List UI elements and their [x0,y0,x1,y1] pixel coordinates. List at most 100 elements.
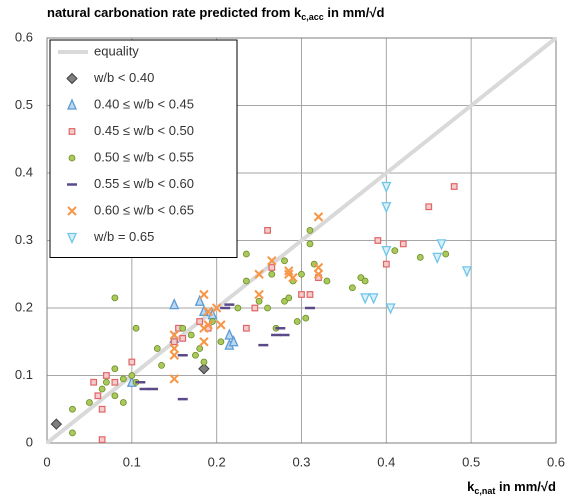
point [461,266,472,278]
point [267,256,277,266]
point [98,405,106,413]
point [285,294,293,302]
point [391,247,399,255]
point [374,237,382,244]
point [302,314,310,322]
point [216,320,226,330]
legend: equality w/b < 0.40 0.40 ≤ w/b < 0.45 0.45 … [49,39,238,258]
point [381,181,392,194]
point [368,293,379,305]
point [251,304,259,312]
legend-symbol [66,98,78,110]
point [203,306,213,317]
point [298,270,305,278]
point [196,318,204,325]
point [153,345,161,352]
legend-label: 0.40 ≤ w/b < 0.45 [94,96,194,111]
point [199,337,209,347]
point [203,320,213,330]
point [281,257,288,265]
point [111,392,119,400]
point [98,385,106,393]
point [313,269,324,279]
point [432,252,443,264]
point [242,250,250,258]
point [200,358,208,366]
legend-label: w/b = 0.65 [93,229,154,244]
chart-title: natural carbonation rate predicted from … [47,5,384,22]
point [381,245,392,258]
x-axis-label: kc,nat in mm/√d [467,479,556,496]
y-tick-label: 0.5 [15,97,33,112]
point [313,262,324,273]
point [69,429,76,437]
point [288,272,298,283]
point [228,335,239,347]
point [284,266,294,276]
point [119,399,127,406]
legend-label: w/b < 0.40 [93,70,154,85]
legend-symbol [66,72,78,85]
point [128,372,136,379]
legend-symbol [68,128,76,135]
x-tick-label: 0.4 [377,454,395,469]
point [224,328,235,340]
point [102,378,110,386]
y-tick-label: 0.2 [15,299,33,314]
point [323,277,331,285]
legend-label: 0.60 ≤ w/b < 0.65 [94,202,194,217]
point [199,289,209,300]
point [306,291,314,298]
xlabel-part: k [467,479,475,494]
point [416,253,424,261]
point [169,350,179,360]
point [119,375,127,383]
point [242,324,250,332]
point [169,343,179,354]
point [264,226,271,234]
point [268,270,276,278]
point [169,330,179,340]
plot-border [46,37,557,444]
point [170,338,178,346]
point [86,399,93,406]
legend-label: 0.55 ≤ w/b < 0.60 [94,176,194,191]
point [179,334,187,342]
legend-label: 0.45 ≤ w/b < 0.50 [94,123,194,138]
point [169,298,180,310]
title-part: natural carbonation rate predicted from … [47,5,302,20]
point [196,345,204,352]
title-subscript: c,acc [301,12,324,22]
point [94,392,102,400]
legend-box [49,39,238,258]
y-tick-label: 0 [26,434,33,449]
point [158,361,165,369]
point [128,358,136,366]
x-tick-label: 0.1 [123,454,141,469]
point [98,436,106,444]
x-tick-label: 0.6 [547,454,565,469]
point [234,304,242,312]
point [264,304,271,312]
y-tick-label: 0.4 [15,164,33,179]
point [132,324,140,332]
x-tick-label: 0.5 [462,454,480,469]
point [169,374,179,384]
point [111,365,119,373]
point [348,284,356,292]
point [436,239,447,251]
point [306,226,314,234]
legend-symbol [66,232,78,245]
point [102,372,110,379]
legend-symbol [67,206,77,216]
point [254,289,264,300]
x-tick-label: 0.2 [208,454,226,469]
point [217,338,225,346]
point [361,277,369,285]
point [179,324,187,332]
point [211,303,222,313]
point [425,203,433,211]
point [298,291,305,298]
point [399,240,407,248]
